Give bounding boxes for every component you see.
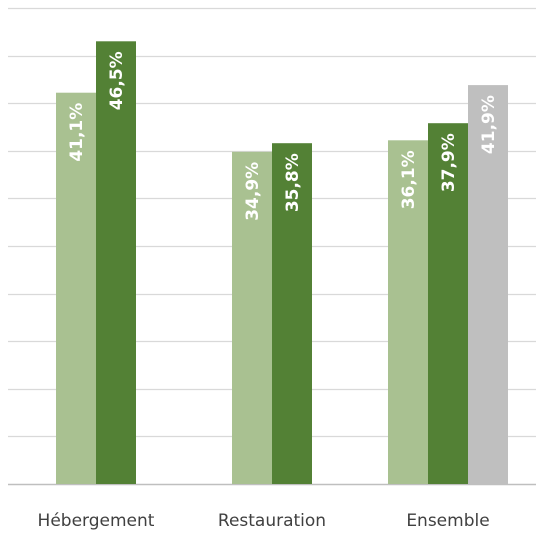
bar-3-series-3 <box>468 85 508 484</box>
data-label: 41,9% <box>479 95 499 154</box>
category-label-hebergement: Hébergement <box>38 511 155 531</box>
bar-1-series-1 <box>56 92 96 484</box>
data-labels: 41,1% 46,5% 34,9% 35,8% 36,1% 37,9% 41,9% <box>67 51 499 220</box>
data-label: 35,8% <box>283 153 303 212</box>
bar-1-series-2 <box>96 41 136 485</box>
data-label: 37,9% <box>439 133 459 192</box>
bar-2-series-2 <box>272 143 312 484</box>
bar-3-series-1 <box>388 140 428 485</box>
category-label-ensemble: Ensemble <box>406 511 489 531</box>
bar-2-series-1 <box>232 151 272 485</box>
data-label: 46,5% <box>107 51 127 110</box>
bars <box>56 41 508 485</box>
category-labels: Hébergement Restauration Ensemble <box>38 511 490 531</box>
category-label-restauration: Restauration <box>218 511 326 531</box>
data-label: 41,1% <box>67 103 87 162</box>
data-label: 36,1% <box>399 150 419 209</box>
data-label: 34,9% <box>243 162 263 221</box>
bar-3-series-2 <box>428 123 468 484</box>
